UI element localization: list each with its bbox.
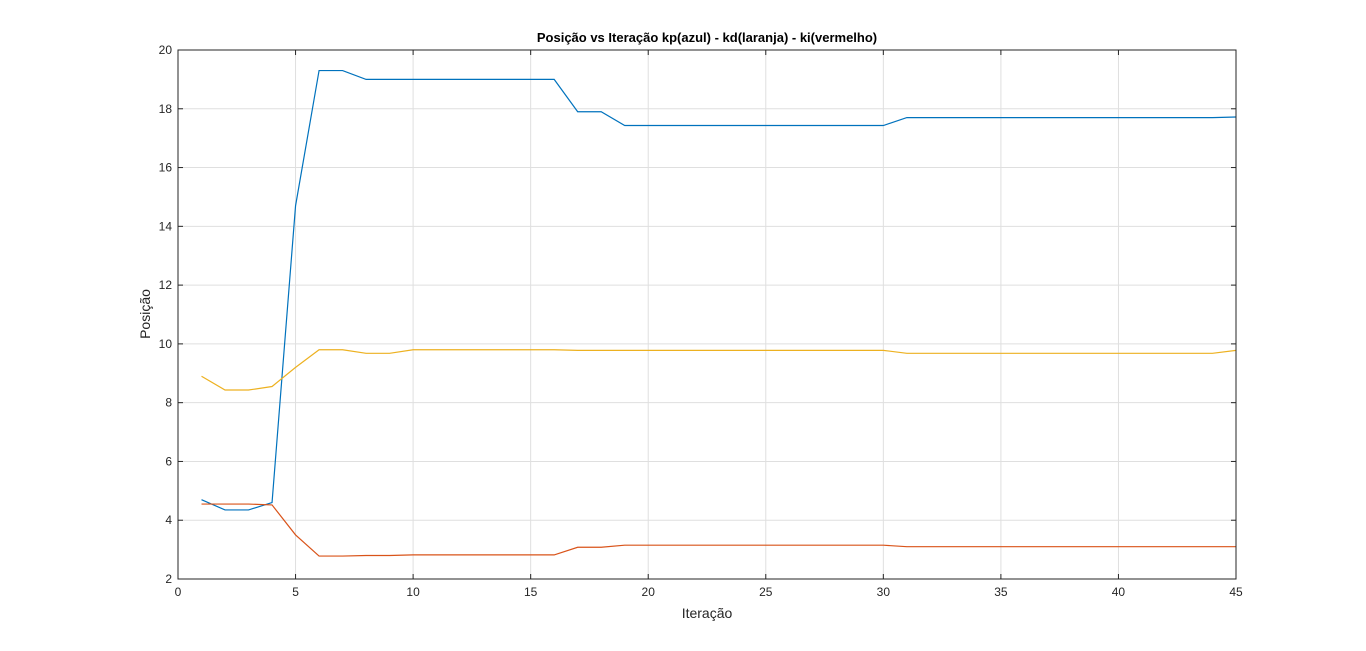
y-tick-label: 8	[165, 396, 172, 410]
y-tick-label: 18	[159, 102, 173, 116]
series-line-1	[201, 69, 1237, 511]
x-tick-label: 0	[175, 585, 182, 599]
series-line-3	[201, 349, 1237, 391]
plot-area	[178, 50, 1236, 579]
y-axis-label: Posição	[137, 289, 153, 339]
y-tick-label: 20	[159, 43, 173, 57]
x-tick-label: 45	[1229, 585, 1243, 599]
axes-box	[177, 49, 1237, 580]
x-tick-label: 20	[642, 585, 656, 599]
grid	[178, 50, 1236, 579]
x-tick-label: 15	[524, 585, 538, 599]
chart-title: Posição vs Iteração kp(azul) - kd(laranj…	[537, 30, 877, 45]
y-tick-label: 4	[165, 513, 172, 527]
y-tick-label: 12	[159, 278, 173, 292]
series-group	[201, 69, 1237, 557]
x-tick-label: 40	[1112, 585, 1126, 599]
x-axis-label: Iteração	[682, 605, 733, 621]
x-tick-label: 30	[877, 585, 891, 599]
series-line-2	[201, 503, 1236, 557]
x-tick-label: 5	[292, 585, 299, 599]
y-tick-label: 10	[159, 337, 173, 351]
x-tick-label: 25	[759, 585, 773, 599]
y-tick-label: 6	[165, 454, 172, 468]
ticks: 0 5 10 15 20 25 30 35 40 45 2 4 6 8 10 12 14 16 18 20	[159, 43, 1243, 599]
x-tick-label: 10	[406, 585, 420, 599]
x-tick-label: 35	[994, 585, 1008, 599]
y-tick-label: 16	[159, 161, 173, 175]
axes	[177, 49, 1237, 580]
y-tick-label: 2	[165, 572, 172, 586]
y-tick-label: 14	[159, 219, 173, 233]
